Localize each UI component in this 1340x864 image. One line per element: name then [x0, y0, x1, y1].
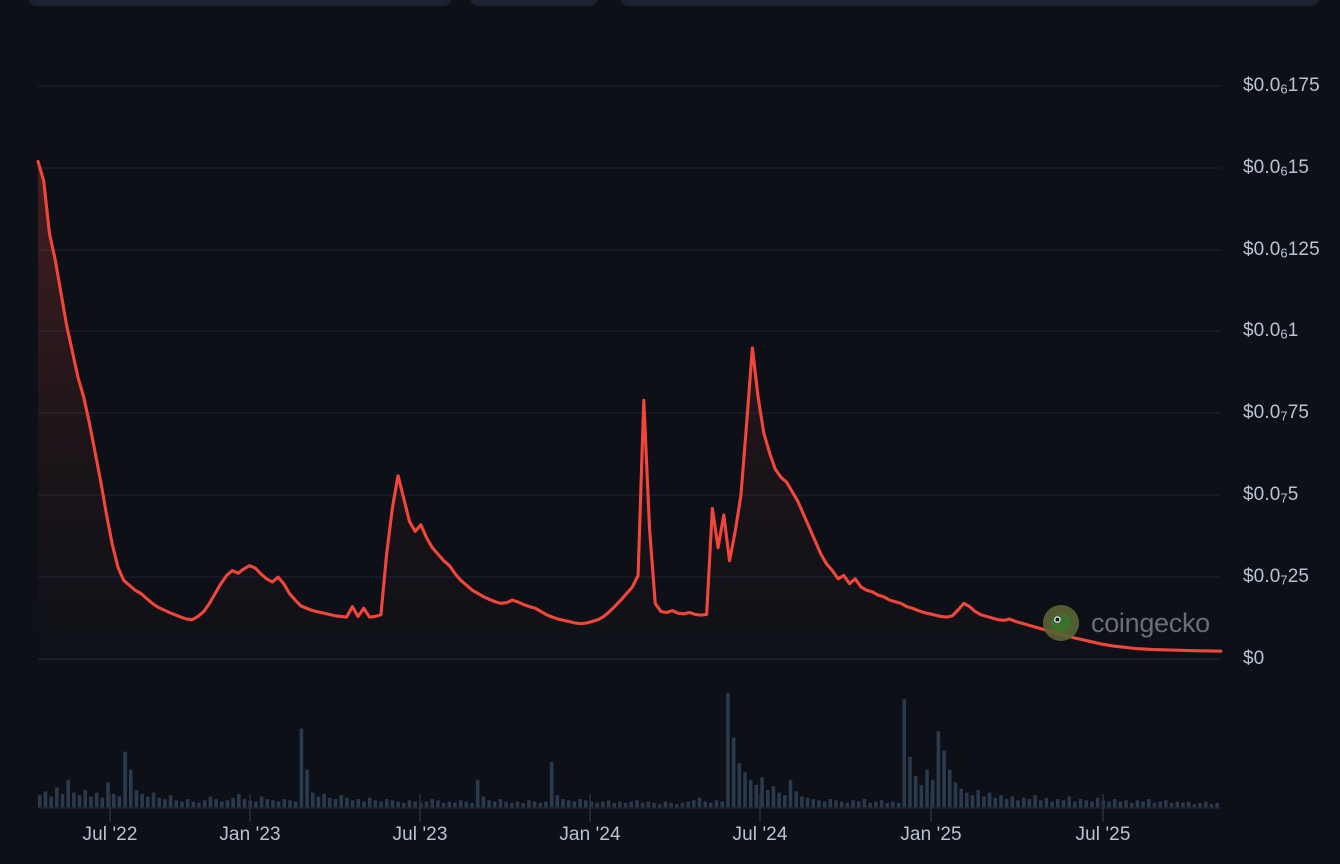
price-line — [36, 159, 1223, 653]
gridlines — [38, 85, 1221, 660]
y-axis-tick-label: $0.06125 — [1243, 239, 1320, 261]
y-axis-tick-label: $0.075 — [1243, 484, 1299, 506]
currency-toggle-pill[interactable] — [470, 0, 598, 6]
price-area-fill — [38, 161, 1221, 659]
x-axis-tick-label: Jul '24 — [732, 824, 788, 845]
x-axis-tick-label: Jan '25 — [900, 824, 962, 845]
coingecko-gecko-icon — [1042, 604, 1080, 642]
top-toolbar-cropped — [0, 0, 1340, 10]
range-selector-pill[interactable] — [28, 0, 452, 6]
volume-bars — [38, 692, 1221, 809]
x-axis-tick-label: Jul '23 — [392, 824, 448, 845]
y-axis-tick-label: $0 — [1243, 648, 1265, 669]
y-axis-tick-label: $0.06175 — [1243, 75, 1320, 97]
y-axis-tick-label: $0.0775 — [1243, 402, 1310, 424]
coingecko-watermark: coingecko — [1042, 604, 1210, 642]
x-axis-tick-label: Jan '23 — [219, 824, 281, 845]
chart-options-pill[interactable] — [620, 0, 1320, 6]
x-axis-tick-label: Jan '24 — [559, 824, 621, 845]
x-axis-tick-label: Jul '25 — [1075, 824, 1131, 845]
y-axis-tick-label: $0.0725 — [1243, 566, 1310, 588]
x-axis-tick-label: Jul '22 — [82, 824, 138, 845]
y-axis-tick-label: $0.061 — [1243, 320, 1299, 342]
x-axis-ticks — [109, 794, 1104, 822]
coingecko-watermark-label: coingecko — [1091, 607, 1210, 638]
y-axis-tick-label: $0.0615 — [1243, 157, 1310, 179]
